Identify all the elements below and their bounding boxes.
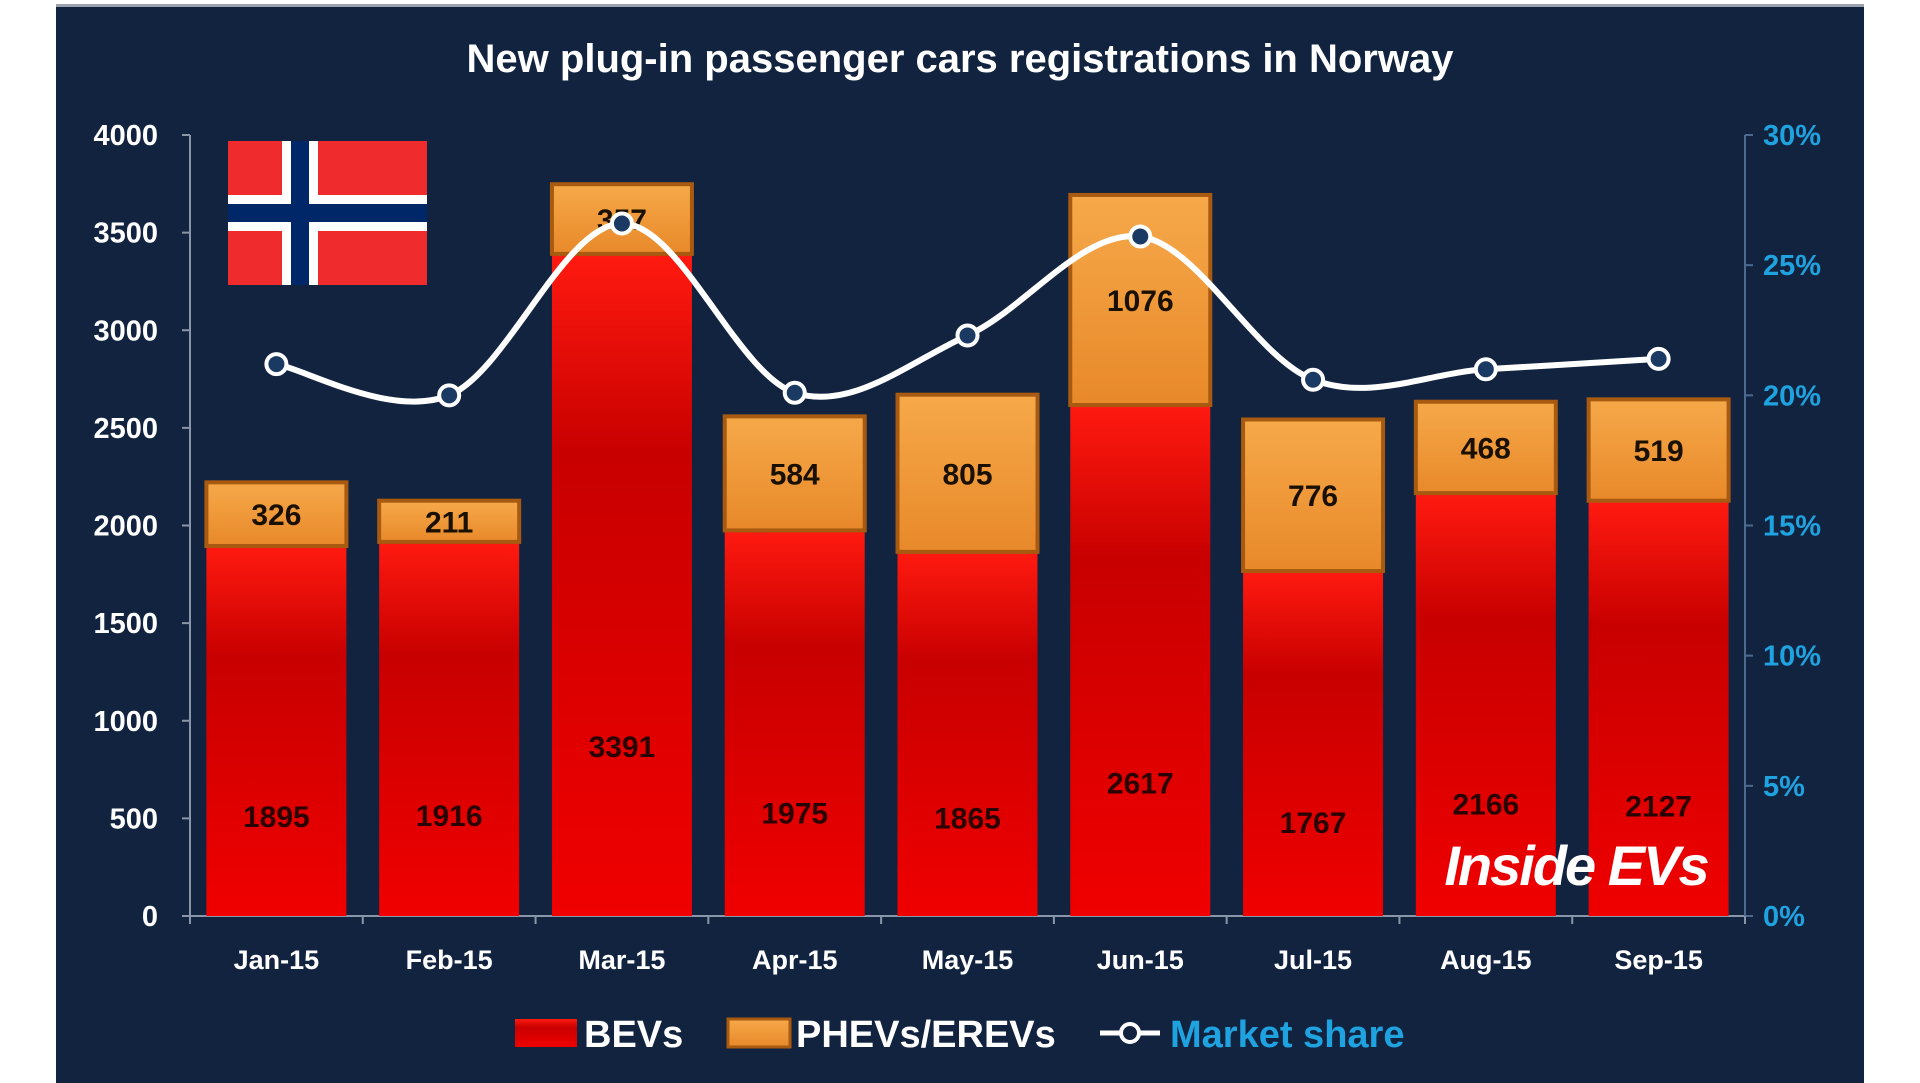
x-tick-label: Apr-15 [752, 945, 838, 975]
bar-phevs [549, 182, 694, 256]
phev-value-label: 584 [770, 458, 820, 491]
x-tick-label: May-15 [922, 945, 1014, 975]
market-share-point [609, 211, 634, 236]
bar-bevs [551, 253, 692, 917]
bev-value-label: 1916 [416, 800, 483, 833]
phev-value-label: 805 [942, 458, 992, 491]
bar-bevs [1070, 405, 1211, 916]
bar-phevs [1241, 417, 1386, 573]
bev-value-label: 1767 [1280, 807, 1347, 840]
phev-value-label: 1076 [1107, 285, 1174, 318]
y2-tick-label: 25% [1763, 250, 1821, 282]
bev-value-label: 1975 [761, 797, 828, 830]
bar-phevs [377, 498, 522, 544]
legend-swatch-bevs [515, 1019, 577, 1047]
legend-label-phevs: PHEVs/EREVs [796, 1014, 1056, 1056]
market-share-line [275, 220, 1659, 405]
y2-tick-label: 20% [1763, 380, 1821, 412]
y-tick-label: 2500 [93, 413, 158, 445]
y2-tick-label: 5% [1763, 771, 1805, 803]
market-share-point [955, 323, 980, 348]
phev-value-label: 468 [1461, 432, 1511, 465]
y-tick-label: 3000 [93, 315, 158, 347]
legend-label-bevs: BEVs [584, 1014, 683, 1056]
y-tick-label: 1000 [93, 706, 158, 738]
x-tick-label: Jun-15 [1097, 945, 1184, 975]
bev-value-label: 3391 [589, 731, 656, 764]
bar-bevs [1415, 493, 1556, 916]
phev-value-label: 776 [1288, 480, 1338, 513]
y2-tick-label: 30% [1763, 120, 1821, 152]
bar-phevs [1586, 397, 1731, 503]
bar-bevs [1243, 570, 1384, 916]
bev-value-label: 1865 [934, 803, 1001, 836]
y-tick-label: 500 [110, 803, 158, 835]
bar-bevs [897, 551, 1038, 916]
y-tick-label: 3500 [93, 218, 158, 250]
bev-value-label: 2127 [1625, 790, 1692, 823]
market-share-point [1128, 224, 1153, 249]
bar-bevs [379, 541, 520, 916]
bev-value-label: 2166 [1452, 789, 1519, 822]
y-tick-label: 4000 [93, 120, 158, 152]
x-tick-label: Jan-15 [234, 945, 320, 975]
x-tick-label: Sep-15 [1614, 945, 1703, 975]
bar-phevs [895, 392, 1040, 554]
legend-label-market-share: Market share [1170, 1014, 1404, 1056]
bar-phevs [1413, 399, 1558, 496]
market-share-point [264, 352, 289, 377]
x-tick-label: Feb-15 [406, 945, 493, 975]
x-tick-label: Jul-15 [1274, 945, 1352, 975]
phev-value-label: 326 [251, 499, 301, 532]
bar-bevs [206, 546, 347, 916]
market-share-point [782, 380, 807, 405]
chart-title: New plug-in passenger cars registrations… [467, 37, 1455, 81]
legend-marker-market-share [1119, 1022, 1141, 1044]
x-tick-label: Mar-15 [578, 945, 665, 975]
bar-phevs [204, 480, 349, 549]
phev-value-label: 519 [1634, 435, 1684, 468]
x-tick-label: Aug-15 [1440, 945, 1532, 975]
bev-value-label: 2617 [1107, 767, 1174, 800]
bev-value-label: 1895 [243, 801, 310, 834]
phev-value-label: 211 [425, 506, 473, 539]
bar-phevs [722, 414, 867, 533]
y2-tick-label: 15% [1763, 511, 1821, 543]
market-share-point [437, 383, 462, 408]
market-share-point [1473, 357, 1498, 382]
legend-swatch-phevs [726, 1017, 792, 1049]
y2-tick-label: 10% [1763, 641, 1821, 673]
bar-bevs [1588, 500, 1729, 916]
market-share-point [1646, 346, 1671, 371]
norway-flag-icon [228, 141, 427, 285]
y-tick-label: 0 [142, 901, 158, 933]
inside-evs-logo: Inside EVs [1444, 834, 1708, 897]
y-tick-label: 1500 [93, 608, 158, 640]
market-share-point [1301, 367, 1326, 392]
y2-tick-label: 0% [1763, 901, 1805, 933]
bar-bevs [724, 530, 865, 916]
y-tick-label: 2000 [93, 511, 158, 543]
